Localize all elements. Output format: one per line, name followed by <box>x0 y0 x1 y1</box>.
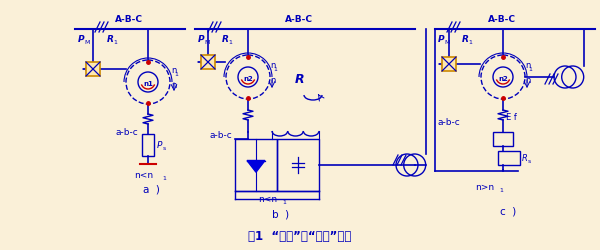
Text: n2: n2 <box>243 76 253 82</box>
Text: n2: n2 <box>498 76 508 82</box>
Text: P: P <box>438 35 445 44</box>
Text: b  ): b ) <box>272 209 289 219</box>
Text: 1: 1 <box>273 67 277 72</box>
Text: 1: 1 <box>162 175 166 180</box>
Text: 1: 1 <box>499 187 503 192</box>
Text: R: R <box>462 35 469 44</box>
Text: R: R <box>107 35 114 44</box>
Text: 1: 1 <box>282 199 286 204</box>
Bar <box>442 58 456 72</box>
Bar <box>493 132 513 146</box>
Text: P: P <box>198 35 205 44</box>
Text: n1: n1 <box>143 81 153 87</box>
Text: R: R <box>222 35 229 44</box>
Text: P: P <box>157 140 163 149</box>
Text: c  ): c ) <box>500 206 516 216</box>
Text: P: P <box>78 35 85 44</box>
Text: a  ): a ) <box>143 184 160 194</box>
Text: 1: 1 <box>528 67 532 72</box>
Text: n<n: n<n <box>134 170 153 179</box>
Text: a-b-c: a-b-c <box>116 128 139 136</box>
Text: n>n: n>n <box>475 182 494 191</box>
Text: 图1  “单馈”与“双馈”电机: 图1 “单馈”与“双馈”电机 <box>248 229 352 242</box>
Text: s: s <box>163 146 166 150</box>
Bar <box>201 56 215 70</box>
Text: s: s <box>528 158 531 163</box>
Text: 1: 1 <box>113 40 117 45</box>
Text: n: n <box>171 81 176 90</box>
Text: A-B-C: A-B-C <box>488 15 516 24</box>
Bar <box>142 134 154 156</box>
Text: E f: E f <box>506 112 517 122</box>
Text: n: n <box>525 61 530 70</box>
Polygon shape <box>247 161 265 172</box>
Text: M: M <box>204 40 209 45</box>
Text: n: n <box>270 61 275 70</box>
Bar <box>235 140 277 191</box>
Text: n: n <box>171 66 176 75</box>
Bar <box>498 152 520 165</box>
Bar <box>277 140 319 191</box>
Text: n<n: n<n <box>258 194 277 203</box>
Text: n: n <box>525 76 530 85</box>
Text: a-b-c: a-b-c <box>210 130 233 140</box>
Text: A-B-C: A-B-C <box>115 15 143 24</box>
Text: n: n <box>270 76 275 85</box>
Text: 1: 1 <box>174 72 178 77</box>
Text: A-B-C: A-B-C <box>285 15 313 24</box>
Text: 1: 1 <box>228 40 232 45</box>
Text: M: M <box>444 40 449 45</box>
Bar <box>86 63 100 77</box>
Text: 1: 1 <box>468 40 472 45</box>
Text: a-b-c: a-b-c <box>438 118 461 126</box>
Text: R: R <box>522 154 528 162</box>
Text: M: M <box>84 40 89 45</box>
Text: R: R <box>295 73 305 86</box>
